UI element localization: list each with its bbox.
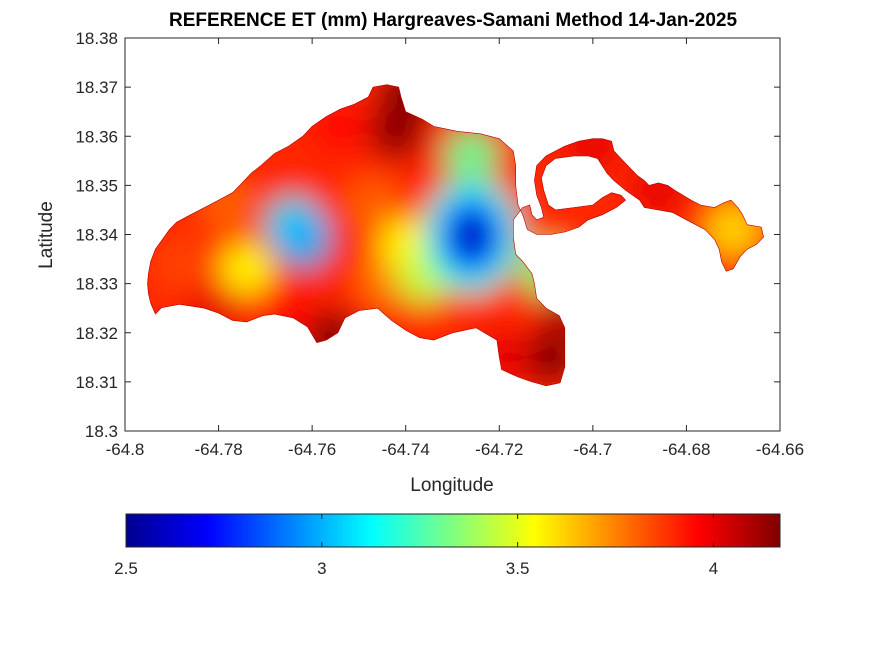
x-tick-label: -64.66 — [756, 440, 804, 459]
colorbar: 2.5 3 3.5 4 — [114, 513, 781, 578]
field-hotspot — [378, 269, 396, 288]
x-axis: -64.8 -64.78 -64.76 -64.74 -64.72 -64.7 -64.68… — [106, 38, 804, 459]
x-tick-label: -64.72 — [475, 440, 523, 459]
field-hotspot — [387, 122, 406, 141]
x-axis-label: Longitude — [410, 475, 493, 496]
field-hotspot — [724, 220, 743, 239]
field-hotspot — [363, 196, 382, 215]
y-tick-label: 18.37 — [75, 78, 118, 97]
chart-title: REFERENCE ET (mm) Hargreaves-Samani Meth… — [169, 10, 737, 31]
colorbar-tick-label: 2.5 — [114, 559, 138, 578]
x-tick-label: -64.78 — [194, 440, 242, 459]
field-hotspot — [293, 230, 312, 249]
y-tick-label: 18.35 — [75, 176, 118, 195]
y-axis: 18.3 18.31 18.32 18.33 18.34 18.35 18.36 18.37 1… — [75, 29, 780, 441]
x-tick-label: -64.74 — [382, 440, 430, 459]
field-hotspot — [462, 146, 481, 165]
x-tick-label: -64.68 — [662, 440, 710, 459]
x-tick-label: -64.8 — [106, 440, 145, 459]
land-outline — [147, 84, 764, 387]
field-core-ring — [463, 225, 480, 246]
field-hotspot — [172, 254, 191, 273]
plot-area — [124, 37, 781, 432]
field-hotspot — [649, 181, 668, 200]
field-hotspot — [396, 235, 415, 254]
y-tick-label: 18.32 — [75, 324, 118, 343]
y-tick-label: 18.3 — [85, 422, 118, 441]
x-tick-label: -64.7 — [573, 440, 612, 459]
x-tick-label: -64.76 — [288, 440, 336, 459]
colorbar-gradient — [125, 513, 781, 548]
colorbar-tick-label: 3 — [317, 559, 326, 578]
field-hotspot — [218, 196, 237, 215]
y-axis-label: Latitude — [36, 201, 57, 269]
y-tick-label: 18.34 — [75, 226, 118, 245]
y-tick-label: 18.38 — [75, 29, 118, 48]
field-hotspot — [331, 117, 350, 136]
y-tick-label: 18.33 — [75, 275, 118, 294]
field-hotspot — [583, 137, 602, 156]
field-hotspot — [415, 269, 434, 288]
field-hotspot — [541, 348, 560, 367]
y-tick-label: 18.31 — [75, 373, 118, 392]
field-hotspot — [237, 259, 256, 278]
colorbar-tick-label: 4 — [709, 559, 718, 578]
y-tick-label: 18.36 — [75, 127, 118, 146]
colorbar-ticks: 2.5 3 3.5 4 — [114, 514, 718, 578]
colorbar-tick-label: 3.5 — [506, 559, 530, 578]
